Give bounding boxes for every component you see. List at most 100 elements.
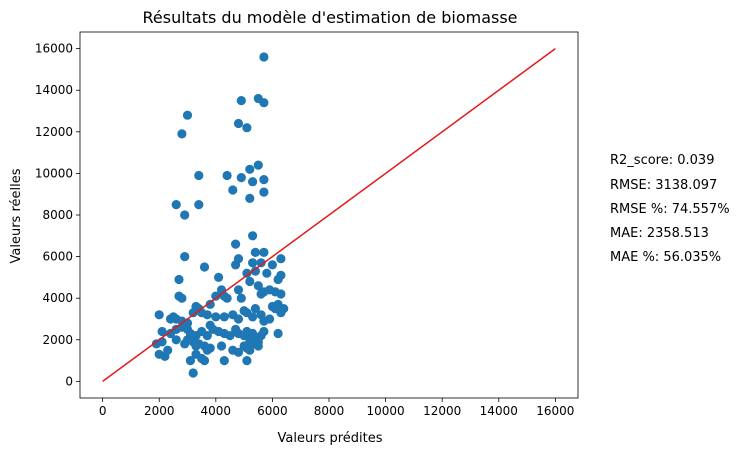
data-point xyxy=(253,160,263,170)
data-point xyxy=(225,331,235,341)
data-point xyxy=(233,118,244,129)
data-point xyxy=(248,312,258,322)
data-point xyxy=(171,335,181,345)
data-point xyxy=(180,252,190,262)
data-point xyxy=(259,98,269,108)
data-point xyxy=(245,337,255,347)
data-point xyxy=(233,347,244,357)
data-point xyxy=(236,293,246,303)
data-point xyxy=(199,356,210,366)
data-point xyxy=(194,170,204,181)
metric-rmse-percent: RMSE %: 74.557% xyxy=(610,202,730,217)
data-point xyxy=(273,328,283,339)
data-point xyxy=(245,193,255,203)
data-point xyxy=(259,326,269,337)
data-point xyxy=(245,276,255,287)
data-point xyxy=(259,175,269,185)
data-point xyxy=(214,272,224,282)
x-tick-label: 10000 xyxy=(366,404,404,418)
data-point xyxy=(222,170,232,181)
y-tick-label: 0 xyxy=(65,374,73,388)
data-point xyxy=(250,247,260,257)
data-point xyxy=(250,304,260,314)
x-tick-label: 4000 xyxy=(201,404,232,418)
y-tick-label: 14000 xyxy=(35,83,73,97)
metric-rmse: RMSE: 3138.097 xyxy=(610,178,718,193)
data-point xyxy=(180,210,190,220)
data-point xyxy=(245,164,255,174)
data-point xyxy=(242,356,252,366)
data-point xyxy=(177,129,187,139)
y-tick-label: 8000 xyxy=(42,208,73,222)
plot-area: 0 2000 4000 6000 8000 10000 12000 14000 16000 0 20… xyxy=(35,31,579,418)
data-point xyxy=(194,200,204,210)
reference-line xyxy=(102,48,556,382)
y-tick-label: 10000 xyxy=(35,166,73,180)
metric-mae-percent: MAE %: 56.035% xyxy=(610,250,722,265)
data-point xyxy=(242,123,252,133)
data-point xyxy=(174,274,184,285)
data-point xyxy=(157,337,167,347)
data-point xyxy=(276,308,286,318)
data-point xyxy=(160,351,170,361)
data-point xyxy=(273,274,283,285)
metric-mae: MAE: 2358.513 xyxy=(610,226,709,241)
data-point xyxy=(182,110,193,120)
y-axis-label: Valeurs réelles xyxy=(9,168,24,263)
data-point xyxy=(211,291,221,301)
data-point xyxy=(211,312,221,322)
data-point xyxy=(228,185,238,195)
x-tick-label: 16000 xyxy=(536,404,574,418)
data-point xyxy=(248,231,258,241)
data-point xyxy=(233,314,244,324)
data-point xyxy=(219,356,229,366)
data-point xyxy=(259,247,269,257)
data-point xyxy=(236,96,246,106)
x-axis-label: Valeurs prédites xyxy=(278,431,383,446)
data-point xyxy=(202,331,212,341)
data-point xyxy=(256,258,266,268)
data-point xyxy=(236,173,246,183)
x-tick-label: 12000 xyxy=(423,404,461,418)
data-point xyxy=(259,52,269,62)
data-point xyxy=(245,345,255,355)
data-point xyxy=(259,187,269,197)
x-tick-label: 8000 xyxy=(314,404,345,418)
data-point xyxy=(253,281,263,291)
data-point xyxy=(222,293,232,303)
data-point xyxy=(219,312,229,322)
data-point xyxy=(202,310,212,320)
data-point xyxy=(231,239,241,249)
data-point xyxy=(216,341,227,351)
data-point xyxy=(253,341,263,351)
y-tick-label: 6000 xyxy=(42,250,73,264)
data-point xyxy=(233,285,244,295)
data-point xyxy=(177,293,187,303)
data-point xyxy=(276,254,286,264)
y-tick-label: 2000 xyxy=(42,333,73,347)
y-tick-label: 16000 xyxy=(35,42,73,56)
x-tick-label: 0 xyxy=(99,404,107,418)
chart-title: Résultats du modèle d'estimation de biom… xyxy=(142,8,517,27)
data-point xyxy=(242,268,252,278)
data-point xyxy=(233,254,244,264)
x-tick-label: 6000 xyxy=(257,404,288,418)
data-point xyxy=(199,262,210,272)
data-point xyxy=(185,356,195,366)
data-point xyxy=(248,177,258,187)
data-point xyxy=(248,258,258,268)
data-point xyxy=(276,289,286,299)
data-point xyxy=(205,299,215,309)
data-point xyxy=(188,368,198,378)
data-point xyxy=(265,314,275,324)
data-point xyxy=(250,266,260,276)
data-point xyxy=(154,310,164,320)
data-point xyxy=(171,200,181,210)
metric-r2-score: R2_score: 0.039 xyxy=(610,153,715,168)
x-tick-label: 2000 xyxy=(144,404,175,418)
data-point xyxy=(267,260,277,270)
data-point xyxy=(157,326,167,337)
data-point xyxy=(205,343,215,353)
y-tick-label: 12000 xyxy=(35,125,73,139)
